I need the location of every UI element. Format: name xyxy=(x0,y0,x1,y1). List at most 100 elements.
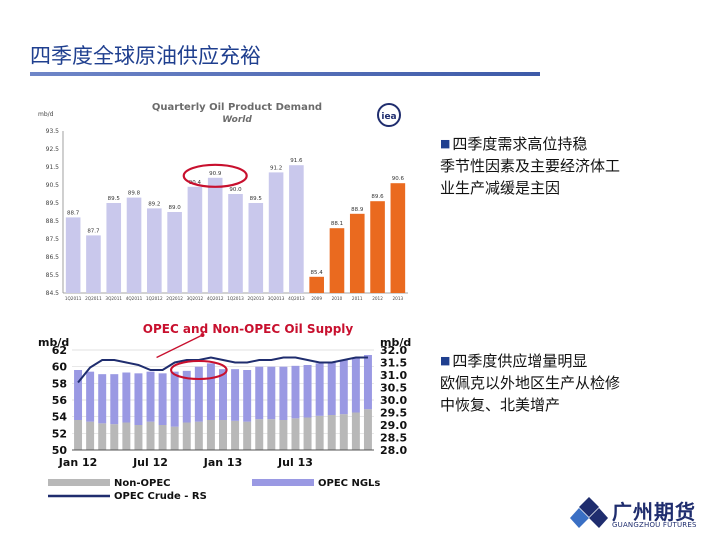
opec-crude-line xyxy=(77,356,368,384)
supply-x-tick: Jan 13 xyxy=(203,456,242,469)
opec-ngls-bar xyxy=(134,373,143,425)
supply-y-tick-left: 52 xyxy=(52,427,67,440)
logo-name-en: GUANGZHOU FUTURES xyxy=(612,521,697,529)
non-opec-bar xyxy=(291,418,300,450)
demand-x-tick: 2012 xyxy=(372,296,383,301)
demand-value-label: 88.1 xyxy=(331,221,343,227)
iea-logo-text: iea xyxy=(381,112,396,122)
legend-label-non-opec: Non-OPEC xyxy=(114,478,171,489)
demand-x-tick: 1Q2011 xyxy=(65,296,82,301)
demand-chart-ylabel: mb/d xyxy=(38,111,54,118)
title-underline xyxy=(30,72,540,76)
supply-y-tick-left: 54 xyxy=(52,411,68,424)
non-opec-bar xyxy=(170,426,179,450)
opec-ngls-bar xyxy=(86,371,95,422)
demand-x-tick: 3Q2011 xyxy=(105,296,122,301)
opec-ngls-bar xyxy=(291,365,300,419)
opec-ngls-bar xyxy=(303,365,312,418)
non-opec-bar xyxy=(194,421,203,450)
supply-y-tick-left: 50 xyxy=(52,444,68,457)
demand-bar xyxy=(248,203,264,293)
demand-chart: Quarterly Oil Product Demand World mb/d … xyxy=(30,95,420,310)
demand-bar xyxy=(167,212,182,293)
opec-ngls-bar xyxy=(351,357,360,413)
non-opec-bar xyxy=(182,422,191,450)
demand-bar xyxy=(309,276,324,293)
highlight-ring xyxy=(182,163,248,188)
non-opec-bar xyxy=(351,412,360,450)
supply-y-tick-right: 28.0 xyxy=(380,444,407,457)
opec-ngls-bar xyxy=(194,366,203,422)
demand-y-tick: 86.5 xyxy=(46,254,60,261)
logo-diamond-left xyxy=(570,508,589,528)
supply-y-tick-left: 60 xyxy=(52,361,68,374)
non-opec-bar xyxy=(134,425,143,450)
demand-chart-title: Quarterly Oil Product Demand xyxy=(152,102,322,113)
non-opec-bar xyxy=(219,420,227,450)
demand-y-tick: 88.5 xyxy=(46,218,60,225)
non-opec-bar xyxy=(231,420,240,450)
opec-ngls-bar xyxy=(182,370,191,423)
non-opec-bar xyxy=(327,415,336,450)
non-opec-bar xyxy=(110,424,119,450)
legend-swatch-opec-ngls xyxy=(252,479,314,486)
demand-x-tick: 4Q2011 xyxy=(126,296,143,301)
demand-value-label: 85.4 xyxy=(311,270,324,276)
demand-value-label: 89.0 xyxy=(168,205,181,211)
highlight-arrow xyxy=(156,334,203,359)
supply-note-line-3: 中恢复、北美增产 xyxy=(440,396,561,414)
demand-value-label: 90.4 xyxy=(189,180,202,186)
supply-note-line-1: ■ 四季度供应增量明显 xyxy=(440,350,680,372)
non-opec-bar xyxy=(146,421,155,450)
demand-bar xyxy=(126,197,142,293)
supply-x-tick: Jul 12 xyxy=(132,456,168,469)
demand-value-label: 91.2 xyxy=(270,165,282,171)
non-opec-bar xyxy=(339,414,348,450)
demand-bar xyxy=(65,217,81,293)
non-opec-bar xyxy=(86,421,95,450)
demand-note-line-3: 业生产减缓是主因 xyxy=(440,179,561,197)
opec-ngls-bar xyxy=(206,363,215,420)
demand-value-label: 89.5 xyxy=(250,196,263,202)
opec-ngls-bar xyxy=(339,360,348,415)
supply-chart-axis: 62 60 58 56 54 52 50 32.031.531.030.530.029.529… xyxy=(52,344,408,469)
demand-chart-value-labels: 88.7 87.7 89.5 89.8 89.2 89.0 90.4 90.9 90.0 89.5… xyxy=(67,158,404,276)
supply-note-text-1: 四季度供应增量明显 xyxy=(452,352,588,370)
supply-y-tick-right: 31.0 xyxy=(380,369,407,382)
supply-chart-title: OPEC and Non-OPEC Oil Supply xyxy=(143,322,354,336)
demand-bar xyxy=(289,165,304,293)
demand-bar xyxy=(390,183,406,293)
legend-label-opec-crude: OPEC Crude - RS xyxy=(114,491,207,502)
demand-y-tick: 90.5 xyxy=(46,182,60,189)
demand-value-label: 88.7 xyxy=(67,210,80,216)
demand-y-tick: 93.5 xyxy=(46,128,60,135)
non-opec-bar xyxy=(255,419,264,450)
supply-note-line-2: 欧佩克以外地区生产从检修 xyxy=(440,374,621,392)
non-opec-bar xyxy=(206,420,215,450)
demand-x-tick: 2Q2013 xyxy=(247,296,264,301)
demand-x-tick: 4Q2012 xyxy=(207,296,224,301)
demand-chart-bars xyxy=(65,165,406,293)
demand-chart-subtitle: World xyxy=(222,115,252,125)
opec-ngls-bar xyxy=(122,372,131,423)
demand-value-label: 90.6 xyxy=(392,176,405,182)
demand-bar xyxy=(329,228,345,293)
non-opec-bar xyxy=(303,417,312,450)
opec-ngls-bar xyxy=(219,369,227,420)
opec-ngls-bar xyxy=(279,366,288,420)
demand-value-label: 87.7 xyxy=(87,228,100,234)
demand-y-tick: 91.5 xyxy=(46,164,60,171)
highlight-ring-supply xyxy=(170,360,228,380)
legend-swatch-non-opec xyxy=(48,479,110,486)
opec-ngls-bar xyxy=(110,374,119,425)
non-opec-bar xyxy=(267,419,276,450)
supply-y-tick-right: 31.5 xyxy=(380,357,407,370)
supply-y-tick-right: 30.5 xyxy=(380,382,407,395)
demand-value-label: 89.8 xyxy=(128,191,141,197)
opec-ngls-bar xyxy=(74,370,83,420)
supply-y-tick-right: 29.5 xyxy=(380,407,407,420)
non-opec-bar xyxy=(315,415,324,450)
supply-y-tick-left: 58 xyxy=(52,377,67,390)
demand-bar xyxy=(370,201,385,293)
opec-ngls-bar xyxy=(146,371,155,422)
